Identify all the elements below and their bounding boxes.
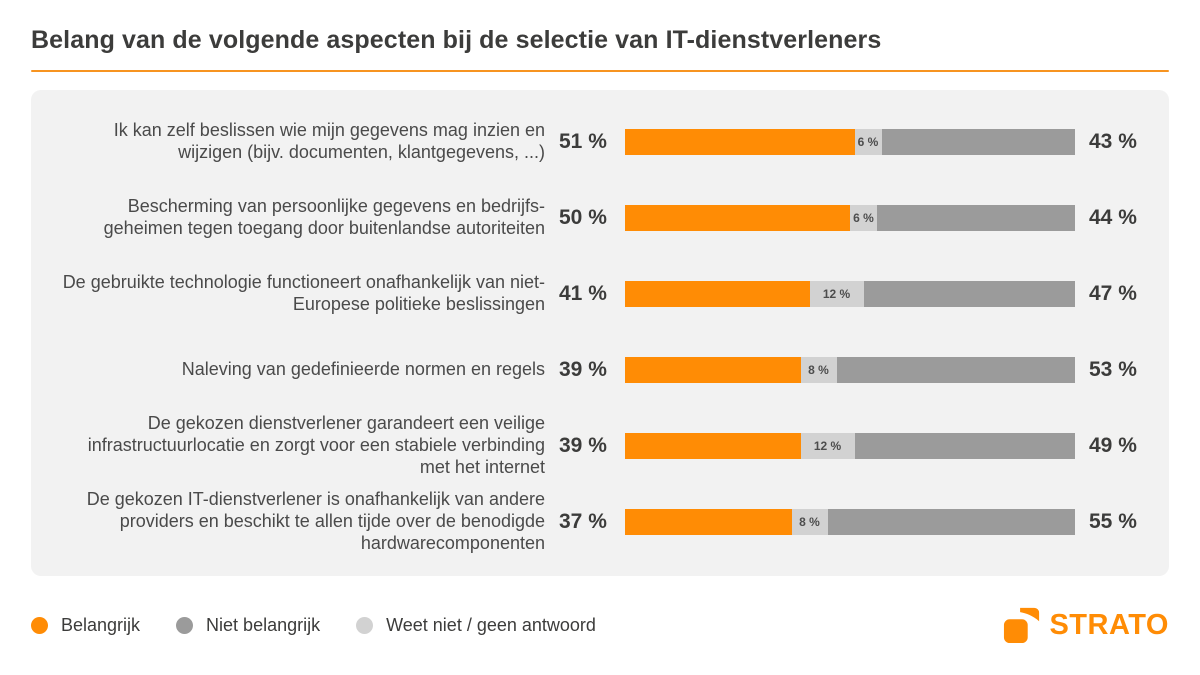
category-label: De gekozen dienstverlener garandeert een… [87, 413, 545, 477]
bar-segment-niet-belangrijk [877, 205, 1075, 231]
title-underline [31, 70, 1169, 72]
value-label-belangrijk: 50 % [559, 206, 607, 229]
bar-segment-belangrijk [625, 433, 801, 459]
bar-segment-belangrijk [625, 205, 850, 231]
chart-row: Ik kan zelf beslissen wie mijn gegevens … [53, 104, 1147, 180]
value-label-belangrijk: 41 % [559, 282, 607, 305]
strato-logo: STRATO [1003, 606, 1169, 644]
value-label-niet-belangrijk: 49 % [1089, 434, 1137, 457]
legend-label: Belangrijk [61, 614, 141, 635]
chart-row: De gekozen IT-dienstverlener is onafhank… [53, 484, 1147, 560]
chart-panel: Ik kan zelf beslissen wie mijn gegevens … [31, 90, 1169, 576]
value-label-niet-belangrijk: 53 % [1089, 358, 1137, 381]
value-label-weet-niet: 12 % [822, 287, 851, 301]
category-label: Naleving van gedefinieerde normen en reg… [181, 359, 545, 380]
stacked-bar: 8 % [625, 509, 1075, 535]
bar-segment-weet-niet-geen-antwoord: 12 % [800, 433, 855, 459]
chart-row: Bescherming van persoonlijke gegevens en… [53, 180, 1147, 256]
bar-segment-weet-niet-geen-antwoord: 6 % [854, 129, 882, 155]
value-label-belangrijk: 39 % [559, 434, 607, 457]
stacked-bar: 6 % [625, 129, 1075, 155]
header: Belang van de volgende aspecten bij de s… [0, 0, 1200, 72]
strato-logo-icon [1004, 607, 1040, 644]
bar-segment-niet-belangrijk [863, 281, 1075, 307]
legend-label: Niet belangrijk [206, 614, 321, 635]
legend-item-weet-niet-geen-antwoord: Weet niet / geen antwoord [356, 615, 596, 636]
category-label: Ik kan zelf beslissen wie mijn gegevens … [113, 120, 545, 162]
bar-segment-weet-niet-geen-antwoord: 12 % [809, 281, 864, 307]
value-label-niet-belangrijk: 55 % [1089, 510, 1137, 533]
value-label-weet-niet: 12 % [813, 439, 842, 453]
belangrijk-dot-icon [31, 616, 48, 634]
value-label-weet-niet: 6 % [853, 211, 874, 225]
bar-segment-weet-niet-geen-antwoord: 8 % [791, 509, 828, 535]
chart-row: De gebruikte technologie functioneert on… [53, 256, 1147, 332]
footer: Belangrijk Niet belangrijk Weet niet / gee… [31, 606, 1169, 644]
value-label-weet-niet: 6 % [857, 135, 879, 149]
value-label-niet-belangrijk: 43 % [1089, 130, 1137, 153]
bar-segment-niet-belangrijk [827, 509, 1075, 535]
bar-segment-belangrijk [625, 129, 855, 155]
stacked-bar: 6 % [625, 205, 1075, 231]
value-label-weet-niet: 8 % [799, 515, 820, 529]
chart-row: De gekozen dienstverlener garandeert een… [53, 408, 1147, 484]
bar-segment-weet-niet-geen-antwoord: 6 % [850, 205, 877, 231]
value-label-weet-niet: 8 % [808, 363, 829, 377]
legend-item-niet-belangrijk: Niet belangrijk [176, 615, 320, 636]
niet-belangrijk-dot-icon [176, 616, 194, 634]
legend-label: Weet niet / geen antwoord [386, 614, 596, 635]
bar-segment-belangrijk [625, 281, 810, 307]
bar-segment-niet-belangrijk [836, 357, 1075, 383]
stacked-bar: 12 % [625, 281, 1075, 307]
bar-segment-niet-belangrijk [854, 433, 1075, 459]
value-label-belangrijk: 37 % [559, 510, 607, 533]
value-label-belangrijk: 51 % [559, 130, 607, 153]
chart-row: Naleving van gedefinieerde normen en reg… [53, 332, 1147, 408]
category-label: De gekozen IT-dienstverlener is onafhank… [86, 489, 545, 553]
chart-rows: Ik kan zelf beslissen wie mijn gegevens … [53, 104, 1147, 560]
page-title: Belang van de volgende aspecten bij de s… [31, 26, 882, 54]
category-label: Bescherming van persoonlijke gegevens en… [103, 196, 545, 238]
stacked-bar: 12 % [625, 433, 1075, 459]
bar-segment-niet-belangrijk [881, 129, 1075, 155]
value-label-belangrijk: 39 % [559, 358, 607, 381]
strato-logo-text: STRATO [1049, 608, 1169, 641]
value-label-niet-belangrijk: 44 % [1089, 206, 1137, 229]
value-label-niet-belangrijk: 47 % [1089, 282, 1137, 305]
category-label: De gebruikte technologie functioneert on… [62, 272, 545, 314]
legend-item-belangrijk: Belangrijk [31, 615, 140, 636]
bar-segment-belangrijk [625, 357, 801, 383]
bar-segment-belangrijk [625, 509, 792, 535]
bar-segment-weet-niet-geen-antwoord: 8 % [800, 357, 837, 383]
legend: Belangrijk Niet belangrijk Weet niet / gee… [31, 615, 596, 636]
stacked-bar: 8 % [625, 357, 1075, 383]
weet-niet-geen-antwoord-dot-icon [356, 616, 374, 634]
